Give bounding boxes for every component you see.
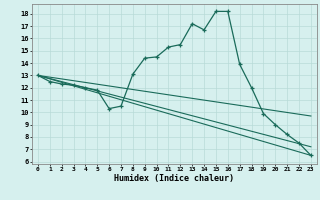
X-axis label: Humidex (Indice chaleur): Humidex (Indice chaleur) [115, 174, 234, 183]
